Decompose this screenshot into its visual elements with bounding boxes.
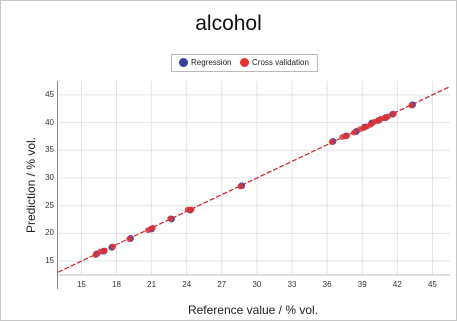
y-tick-label: 35 bbox=[45, 145, 54, 155]
cross-validation-point bbox=[97, 248, 104, 255]
plot-area: 15 18 21 24 27 30 33 36 39 42 45 15 20 25 30 35 40 45 bbox=[45, 81, 451, 289]
x-tick-label: 15 bbox=[77, 280, 86, 289]
x-tick-label: 27 bbox=[217, 280, 226, 289]
cross-validation-point bbox=[408, 102, 415, 109]
y-tick-label: 15 bbox=[45, 256, 54, 266]
legend-label-cross-validation: Cross validation bbox=[252, 58, 309, 67]
cross-validation-point bbox=[92, 252, 99, 259]
cross-validation-point bbox=[339, 133, 346, 140]
legend-marker-regression bbox=[179, 58, 188, 67]
x-axis-label: Reference value / % vol. bbox=[187, 303, 319, 317]
y-axis-label: Prediction / % vol. bbox=[24, 136, 38, 234]
cross-validation-point bbox=[328, 138, 335, 145]
cross-validation-point bbox=[167, 215, 174, 222]
y-tick-label: 30 bbox=[45, 173, 54, 182]
cross-validation-point bbox=[109, 243, 116, 250]
cross-validation-point bbox=[351, 129, 358, 136]
cross-validation-point bbox=[149, 224, 156, 231]
y-tick-label: 25 bbox=[45, 200, 54, 210]
scatter-plot: 15 18 21 24 27 30 33 36 39 42 45 bbox=[57, 81, 451, 289]
chart-legend: Regression Cross validation bbox=[171, 54, 318, 72]
x-tick-label: 21 bbox=[147, 280, 156, 289]
cross-validation-point bbox=[344, 132, 351, 139]
x-tick-label: 18 bbox=[112, 280, 121, 289]
cross-validation-point bbox=[101, 247, 108, 254]
cross-validation-point bbox=[237, 183, 244, 190]
y-tick-label: 20 bbox=[45, 228, 54, 238]
cross-validation-point bbox=[384, 113, 391, 120]
cross-validation-point bbox=[126, 235, 133, 242]
cross-validation-point bbox=[145, 227, 152, 234]
x-tick-label: 45 bbox=[428, 280, 437, 289]
x-tick-label: 30 bbox=[252, 280, 261, 289]
x-tick-label: 36 bbox=[323, 280, 332, 289]
chart-title: alcohol bbox=[195, 12, 262, 35]
y-tick-label: 45 bbox=[45, 89, 54, 99]
y-tick-label: 40 bbox=[45, 117, 54, 127]
cross-validation-point bbox=[390, 110, 397, 117]
x-tick-label: 24 bbox=[182, 280, 191, 289]
legend-label-regression: Regression bbox=[191, 58, 232, 67]
cross-validation-point bbox=[188, 206, 195, 213]
x-tick-label: 33 bbox=[288, 280, 297, 289]
x-tick-label: 42 bbox=[393, 280, 402, 289]
x-tick-label: 39 bbox=[358, 280, 367, 289]
legend-marker-cross-validation bbox=[240, 58, 249, 67]
